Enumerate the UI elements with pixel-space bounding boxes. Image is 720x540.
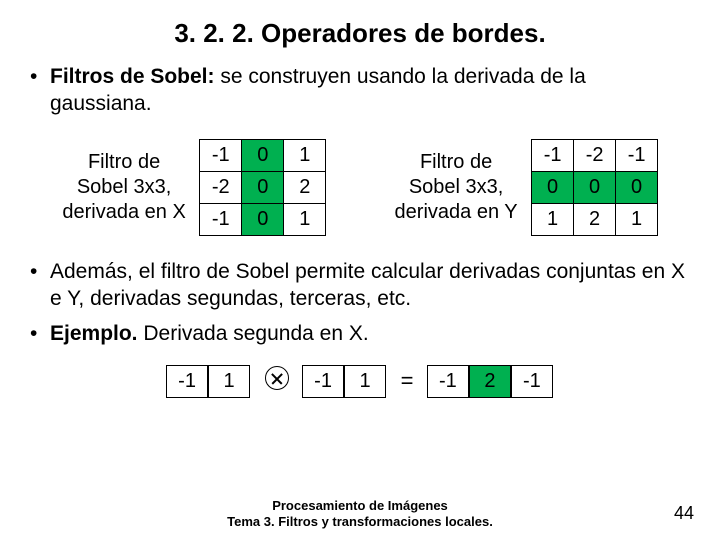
slide-title: 3. 2. 2. Operadores de bordes.: [28, 18, 692, 49]
kernel-cell: -1: [166, 365, 208, 398]
kernel-cell: 1: [283, 139, 326, 172]
example-row: -11 -11 = -12-1: [28, 365, 692, 397]
kernel-cell: -1: [615, 139, 658, 172]
filter-y-label-l1: Filtro de: [395, 150, 518, 175]
slide-footer: Procesamiento de Imágenes Tema 3. Filtro…: [0, 498, 720, 531]
kernel-cell: -1: [511, 365, 553, 398]
bullet-ejemplo-bold: Ejemplo.: [50, 322, 138, 345]
kernel-cell: -2: [573, 139, 616, 172]
kernel-cell: 1: [531, 203, 574, 236]
bullet-sobel-bold: Filtros de Sobel:: [50, 65, 215, 88]
bullet-sobel-intro: Filtros de Sobel: se construyen usando l…: [28, 63, 692, 118]
example-c: -12-1: [427, 365, 553, 397]
kernel-cell: -2: [199, 171, 242, 204]
kernel-cell: 1: [615, 203, 658, 236]
filter-y-block: Filtro de Sobel 3x3, derivada en Y -1-2-…: [395, 140, 658, 236]
kernel-cell: 0: [615, 171, 658, 204]
kernel-cell: 0: [531, 171, 574, 204]
kernel-cell: 1: [208, 365, 250, 398]
filter-y-label-l3: derivada en Y: [395, 200, 518, 225]
filter-y-label-l2: Sobel 3x3,: [395, 175, 518, 200]
filter-x-label-l1: Filtro de: [62, 150, 185, 175]
bullet-derivadas: Además, el filtro de Sobel permite calcu…: [28, 258, 692, 313]
filter-x-kernel: -101-202-101: [200, 140, 326, 236]
equals-sign: =: [401, 368, 414, 394]
kernel-cell: 0: [241, 139, 284, 172]
footer-line-1: Procesamiento de Imágenes: [0, 498, 720, 514]
example-b: -11: [303, 365, 387, 397]
filter-x-block: Filtro de Sobel 3x3, derivada en X -101-…: [62, 140, 325, 236]
filter-x-label: Filtro de Sobel 3x3, derivada en X: [62, 150, 185, 225]
kernel-cell: 2: [469, 365, 511, 398]
convolution-icon: [265, 366, 289, 396]
kernel-cell: 1: [283, 203, 326, 236]
bullet-ejemplo: Ejemplo. Derivada segunda en X.: [28, 320, 692, 347]
page-number: 44: [674, 503, 694, 524]
kernel-cell: 1: [344, 365, 386, 398]
filter-x-label-l3: derivada en X: [62, 200, 185, 225]
kernel-cell: 2: [283, 171, 326, 204]
example-a: -11: [167, 365, 251, 397]
filter-y-label: Filtro de Sobel 3x3, derivada en Y: [395, 150, 518, 225]
kernel-cell: -1: [302, 365, 344, 398]
filter-y-kernel: -1-2-1000121: [532, 140, 658, 236]
kernel-cell: 0: [573, 171, 616, 204]
kernel-cell: -1: [531, 139, 574, 172]
kernel-cell: -1: [199, 139, 242, 172]
kernel-cell: -1: [199, 203, 242, 236]
bullet-ejemplo-rest: Derivada segunda en X.: [138, 322, 369, 345]
filters-row: Filtro de Sobel 3x3, derivada en X -101-…: [28, 140, 692, 236]
kernel-cell: -1: [427, 365, 469, 398]
kernel-cell: 0: [241, 203, 284, 236]
kernel-cell: 2: [573, 203, 616, 236]
filter-x-label-l2: Sobel 3x3,: [62, 175, 185, 200]
kernel-cell: 0: [241, 171, 284, 204]
footer-line-2: Tema 3. Filtros y transformaciones local…: [0, 514, 720, 530]
